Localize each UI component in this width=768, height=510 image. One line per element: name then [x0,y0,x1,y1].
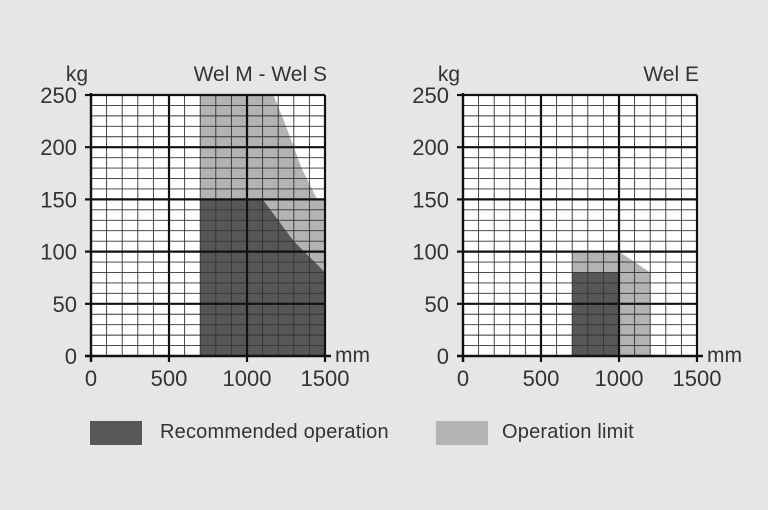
x-axis-label: mm [707,344,742,367]
chart-title: Wel E [643,63,699,86]
y-tick-label: 150 [40,187,77,212]
y-tick-label: 200 [40,135,77,160]
x-tick-label: 1500 [673,366,722,391]
x-tick-label: 1500 [301,366,350,391]
y-tick-label: 200 [412,135,449,160]
chart-1: 0 50 100 150 200 250 0 500 1000 1500 kg mm Wel M - W… [40,63,370,391]
y-tick-label: 250 [412,83,449,108]
y-tick-label: 0 [65,344,77,369]
legend-label-recommended: Recommended operation [160,419,389,445]
x-tick-label: 1000 [223,366,272,391]
x-tick-label: 0 [85,366,97,391]
y-tick-label: 250 [40,83,77,108]
legend-label-limit: Operation limit [502,419,634,445]
legend: Recommended operation Operation limit [0,419,768,449]
x-axis-label: mm [335,344,370,367]
y-tick-label: 50 [425,292,449,317]
y-axis-label: kg [66,63,88,86]
y-tick-label: 150 [412,187,449,212]
x-tick-label: 0 [457,366,469,391]
y-tick-label: 100 [412,240,449,265]
y-tick-label: 0 [437,344,449,369]
x-tick-label: 1000 [595,366,644,391]
chart-title: Wel M - Wel S [194,63,327,86]
chart-2: 0 50 100 150 200 250 0 500 1000 1500 kg mm Wel E [412,63,742,391]
legend-swatch-recommended [90,421,142,445]
x-tick-label: 500 [151,366,188,391]
y-axis-label: kg [438,63,460,86]
y-tick-label: 100 [40,240,77,265]
x-tick-label: 500 [523,366,560,391]
y-tick-label: 50 [53,292,77,317]
legend-swatch-limit [436,421,488,445]
